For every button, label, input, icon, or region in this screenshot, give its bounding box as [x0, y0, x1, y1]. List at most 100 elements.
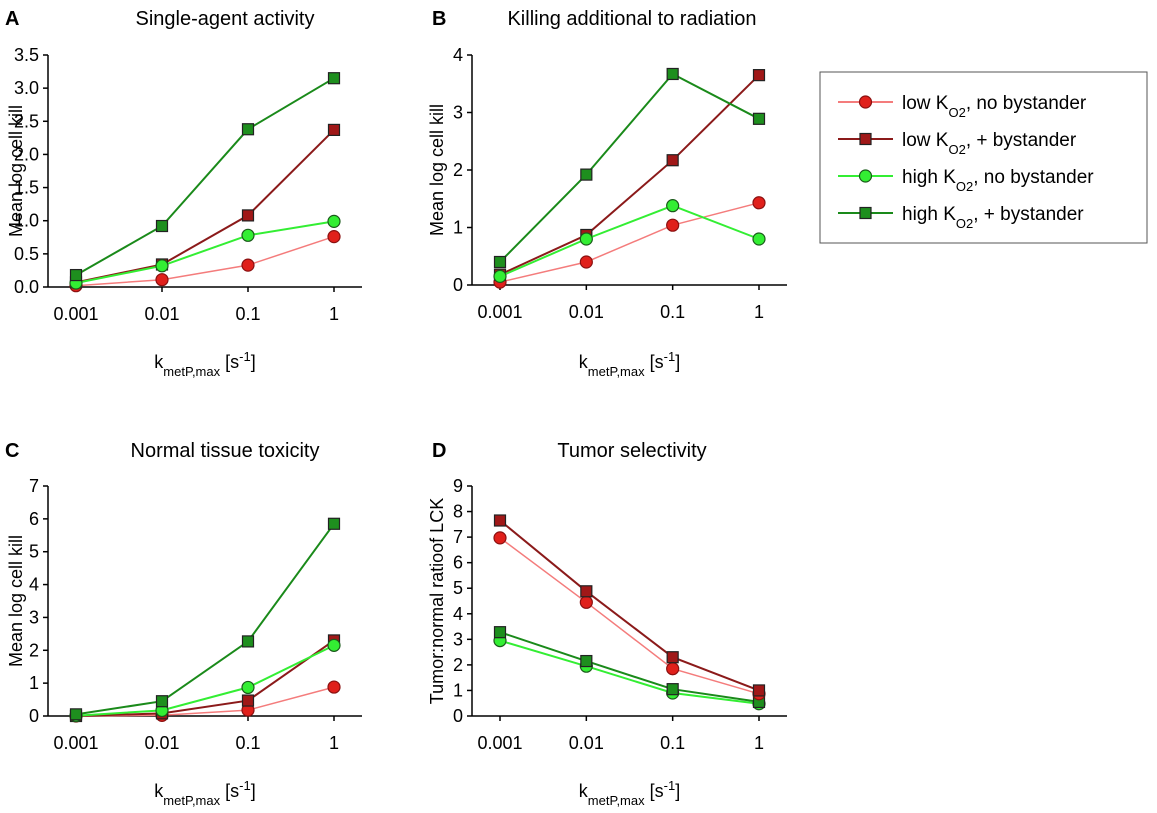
- series-line: [499, 537, 760, 695]
- y-tick-label: 9: [453, 476, 463, 496]
- series-highNo: [493, 634, 766, 711]
- legend-marker: [858, 95, 873, 109]
- data-point: [666, 651, 679, 664]
- data-point: [666, 662, 680, 676]
- data-point: [752, 232, 766, 246]
- x-tick-label: 0.001: [477, 302, 522, 322]
- data-point: [493, 626, 507, 639]
- y-axis-label: Tumor:normal ratioof LCK: [427, 498, 447, 704]
- data-point: [241, 635, 255, 648]
- series-line: [75, 686, 335, 717]
- y-tick-label: 2: [29, 640, 39, 660]
- y-tick-label: 3: [453, 629, 463, 649]
- legend-label: high KO2, no bystander: [902, 167, 1094, 194]
- panel-c: C Normal tissue toxicity 0 1 2 3 4 5 6 7 0.001 0.01…: [5, 440, 362, 808]
- data-point: [666, 154, 679, 167]
- data-point: [580, 168, 593, 181]
- data-point: [155, 695, 169, 708]
- data-point: [493, 269, 507, 283]
- x-tick-label: 0.01: [144, 304, 179, 324]
- x-tick-label: 0.01: [144, 733, 179, 753]
- series-highNo: [493, 199, 766, 283]
- legend-label: low KO2, no bystander: [902, 93, 1087, 120]
- data-point: [69, 268, 83, 282]
- data-point: [327, 123, 341, 137]
- y-axis-label: Mean log cell kill: [6, 535, 26, 667]
- data-point: [241, 209, 255, 222]
- y-tick-label: 3: [453, 103, 463, 123]
- series-line: [75, 639, 335, 717]
- x-tick-label: 0.01: [569, 302, 604, 322]
- series-line: [75, 77, 335, 276]
- series-line: [75, 129, 335, 284]
- chart-title: Tumor selectivity: [557, 440, 706, 462]
- data-point: [666, 67, 679, 81]
- y-tick-label: 0.5: [14, 244, 39, 264]
- data-point: [666, 218, 680, 232]
- data-point: [327, 638, 341, 652]
- y-tick-label: 1.5: [14, 178, 39, 198]
- data-point: [493, 531, 507, 545]
- y-tick-label: 2.0: [14, 144, 39, 164]
- x-tick-label: 0.1: [660, 302, 685, 322]
- panel-b: B Killing additional to radiation 0 1 2 3 4 0.0…: [427, 8, 787, 379]
- data-point: [580, 654, 593, 668]
- data-point: [69, 708, 83, 721]
- data-point: [327, 214, 341, 228]
- y-tick-label: 1: [29, 673, 39, 693]
- data-point: [155, 259, 169, 273]
- series-highBy: [493, 67, 766, 269]
- data-point: [155, 219, 169, 233]
- y-tick-label: 4: [29, 575, 39, 595]
- legend-box: [819, 71, 1148, 244]
- legend-marker: [858, 169, 873, 183]
- panel-d: D Tumor selectivity 0 1 2 3 4 5 6 7 8 9 0.001 0.01 0.1…: [427, 440, 787, 808]
- series-lowBy: [69, 123, 341, 289]
- y-tick-label: 2: [453, 160, 463, 180]
- x-tick-label: 0.001: [53, 733, 98, 753]
- data-point: [155, 273, 169, 287]
- y-tick-label: 1: [453, 218, 463, 238]
- series-line: [499, 204, 760, 278]
- data-point: [579, 595, 593, 609]
- x-axis-label: kmetP,max [s-1]: [154, 349, 255, 379]
- x-axis-label: kmetP,max [s-1]: [579, 778, 680, 808]
- panels: A Single-agent activity 0.0 0.5 1.0 1.5 2.0 2.5…: [5, 8, 787, 808]
- series-line: [75, 523, 335, 716]
- x-tick-label: 1: [329, 304, 339, 324]
- series-line: [499, 74, 760, 276]
- y-tick-label: 0.0: [14, 277, 39, 297]
- data-point: [493, 255, 507, 269]
- y-tick-label: 4: [453, 45, 463, 65]
- data-point: [327, 680, 341, 694]
- data-point: [666, 683, 679, 696]
- legend-marker: [859, 206, 872, 220]
- panel-letter: B: [432, 8, 446, 30]
- series-highNo: [69, 214, 341, 290]
- data-point: [579, 232, 593, 246]
- y-tick-label: 0: [453, 275, 463, 295]
- legend-item-lowBy: low KO2, + bystander: [838, 130, 1077, 157]
- series-lowNo: [493, 196, 766, 289]
- data-point: [241, 694, 255, 707]
- y-axis-label: Mean log cell kill: [6, 105, 26, 237]
- series-lowBy: [493, 514, 766, 697]
- series-line: [75, 220, 335, 284]
- series-line: [75, 235, 335, 287]
- data-point: [580, 585, 593, 598]
- y-tick-label: 1.0: [14, 211, 39, 231]
- legend-item-lowNo: low KO2, no bystander: [838, 93, 1087, 120]
- x-tick-label: 0.1: [660, 733, 685, 753]
- x-axis-label: kmetP,max [s-1]: [154, 778, 255, 808]
- y-tick-label: 7: [29, 476, 39, 496]
- data-point: [327, 517, 341, 530]
- panel-letter: A: [5, 8, 19, 30]
- y-tick-label: 1: [453, 680, 463, 700]
- data-point: [752, 684, 766, 697]
- y-tick-label: 2.5: [14, 111, 39, 131]
- series-line: [499, 202, 760, 283]
- legend-marker: [859, 132, 872, 146]
- chart-title: Single-agent activity: [136, 8, 315, 30]
- x-tick-label: 0.001: [53, 304, 98, 324]
- panel-letter: D: [432, 440, 446, 462]
